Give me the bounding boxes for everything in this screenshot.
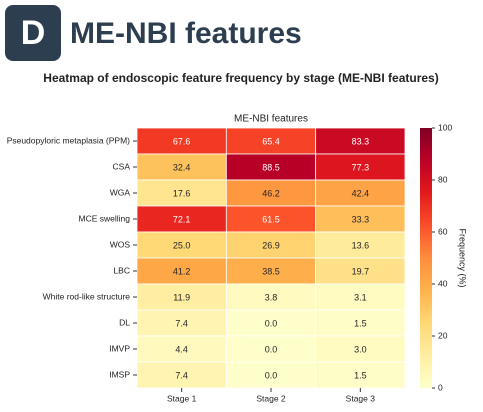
heatmap-cell (136, 231, 227, 259)
cell-label: 3.8 (265, 292, 278, 302)
colorbar-tick-label: 20 (438, 330, 448, 340)
cell-label: 42.4 (352, 188, 370, 198)
cell-label: 38.5 (262, 266, 280, 276)
heatmap-cell (315, 283, 406, 311)
heatmap-cell (225, 179, 317, 207)
heatmap-cell (315, 205, 406, 233)
badge-letter: D (21, 14, 46, 52)
colorbar-tick-label: 0 (438, 382, 443, 392)
cell-label: 1.5 (354, 370, 367, 380)
cell-label: 17.6 (173, 188, 191, 198)
cell-label: 26.9 (262, 240, 280, 250)
y-tick-label: CSA (113, 161, 131, 171)
heatmap-cell (315, 179, 406, 207)
heatmap-cell (136, 335, 227, 363)
cell-label: 7.4 (175, 318, 188, 328)
y-tick-label: DL (119, 317, 130, 327)
x-tick-label: Stage 2 (256, 393, 286, 403)
y-tick-label: LBC (113, 265, 130, 275)
cell-label: 1.5 (354, 318, 367, 328)
cell-label: 3.0 (354, 344, 367, 354)
y-tick-label: Pseudopyloric metaplasia (PPM) (7, 135, 130, 145)
cell-label: 72.1 (173, 214, 191, 224)
heatmap-cell (225, 153, 317, 181)
cell-label: 77.3 (352, 162, 370, 172)
y-tick-label: White rod-like structure (43, 291, 131, 301)
x-tick-label: Stage 1 (167, 393, 197, 403)
heatmap-cell (225, 231, 317, 259)
heatmap-cell (225, 335, 317, 363)
colorbar-tick-label: 60 (438, 226, 448, 236)
heatmap-cell (315, 153, 406, 181)
cell-label: 7.4 (175, 370, 188, 380)
heatmap-cell (136, 257, 227, 285)
heatmap-cell (225, 257, 317, 285)
heatmap-cell (315, 309, 406, 337)
y-tick-label: IMSP (109, 369, 130, 379)
header-title: ME-NBI features (70, 17, 302, 50)
y-tick-label: MCE swelling (79, 213, 131, 223)
cell-label: 0.0 (265, 370, 278, 380)
colorbar-tick-label: 100 (438, 122, 452, 132)
heatmap-cell (225, 361, 317, 389)
colorbar-tick-label: 80 (438, 174, 448, 184)
cell-label: 83.3 (352, 136, 370, 146)
colorbar-label: Frequency (%) (458, 228, 468, 287)
cell-label: 67.6 (173, 136, 191, 146)
cell-label: 41.2 (173, 266, 191, 276)
cell-label: 19.7 (352, 266, 370, 276)
heatmap-cell (136, 153, 227, 181)
chart-title: Heatmap of endoscopic feature frequency … (43, 71, 438, 85)
cell-label: 61.5 (262, 214, 280, 224)
cell-label: 25.0 (173, 240, 191, 250)
y-tick-label: IMVP (109, 343, 130, 353)
cell-label: 65.4 (262, 136, 280, 146)
cell-label: 33.3 (352, 214, 370, 224)
colorbar (420, 128, 432, 388)
heatmap-cell (315, 231, 406, 259)
cell-label: 0.0 (265, 318, 278, 328)
heatmap-cell (315, 335, 406, 363)
cell-label: 3.1 (354, 292, 367, 302)
axes-title: ME-NBI features (234, 114, 308, 125)
cell-label: 4.4 (175, 344, 188, 354)
cell-label: 0.0 (265, 344, 278, 354)
y-tick-label: WOS (110, 239, 131, 249)
cell-label: 32.4 (173, 162, 191, 172)
y-tick-label: WGA (110, 187, 131, 197)
cell-label: 13.6 (352, 240, 370, 250)
colorbar-tick-label: 40 (438, 278, 448, 288)
heatmap-cell (136, 361, 227, 389)
heatmap-cell (136, 179, 227, 207)
badge (5, 5, 61, 61)
heatmap-cell (315, 257, 406, 285)
x-tick-label: Stage 3 (346, 393, 376, 403)
cell-label: 88.5 (262, 162, 280, 172)
cell-label: 46.2 (262, 188, 280, 198)
cell-label: 11.9 (173, 292, 190, 302)
heatmap-cell (315, 127, 406, 155)
